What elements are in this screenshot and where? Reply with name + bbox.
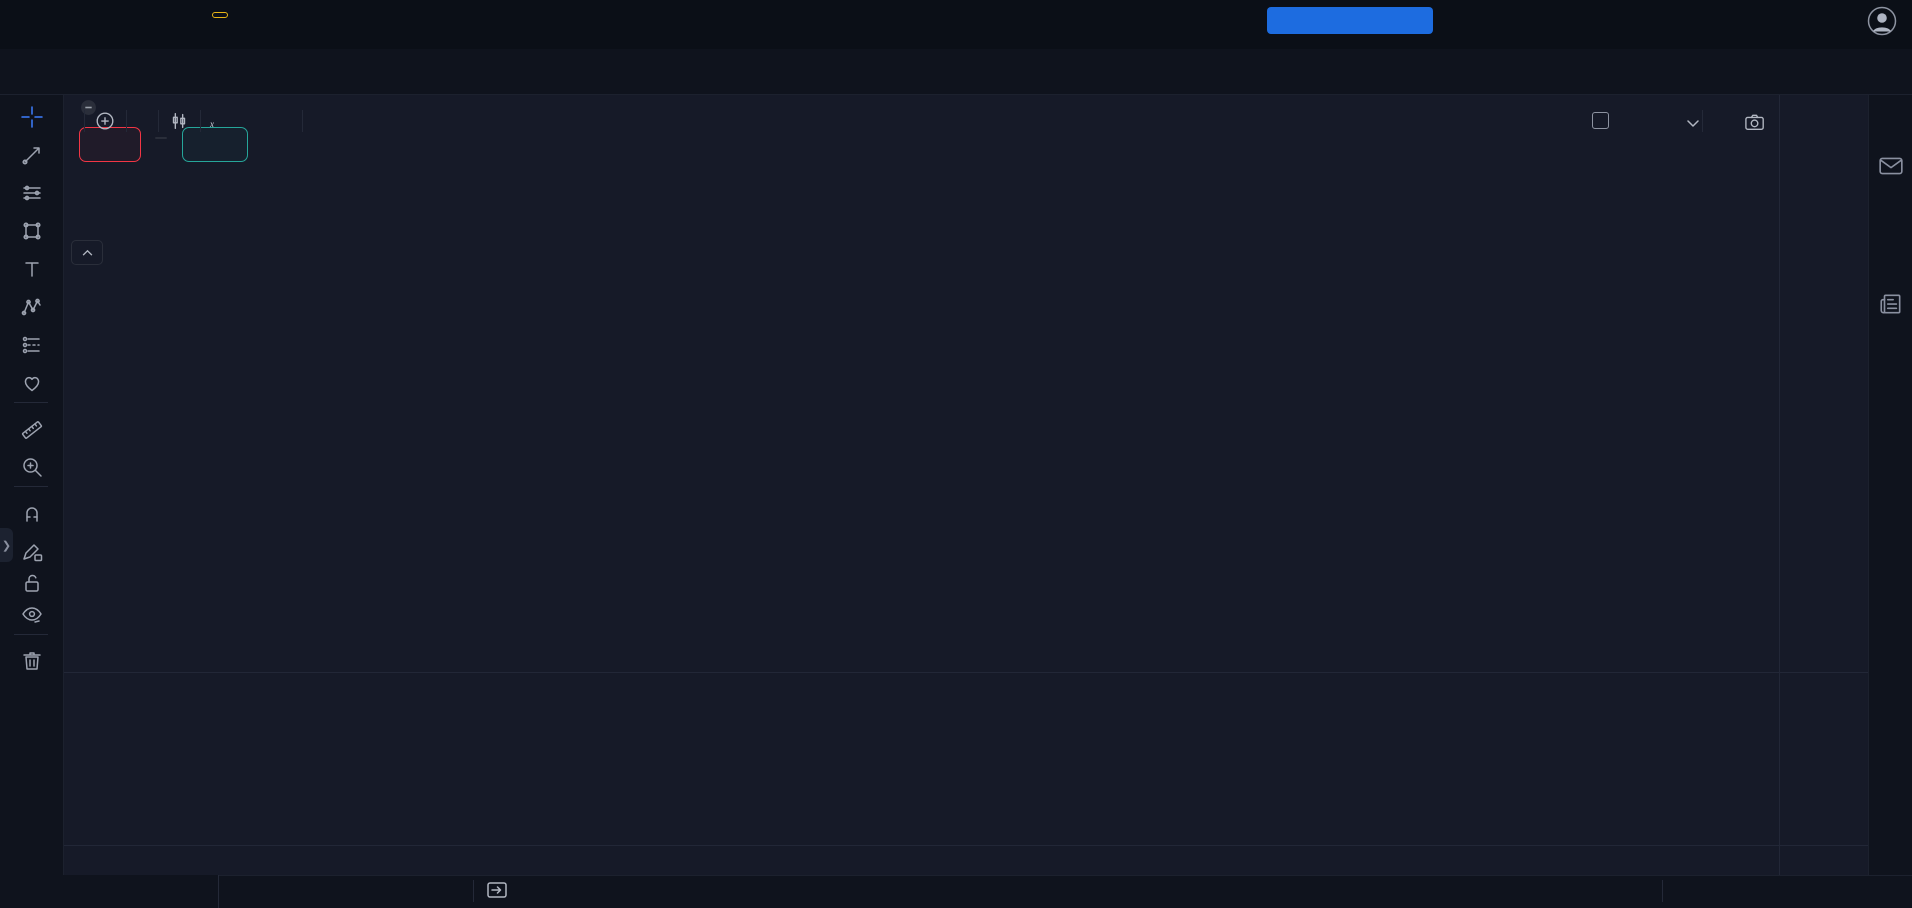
drawing-tools-rail xyxy=(0,94,64,875)
hide-drawings-eye-tool[interactable] xyxy=(13,598,51,632)
fib-retracement-tool[interactable] xyxy=(13,176,51,210)
legend-collapse-button[interactable] xyxy=(71,240,103,265)
measure-ruler-tool[interactable] xyxy=(13,412,51,446)
chart-canvas-background xyxy=(63,94,1868,875)
time-axis[interactable] xyxy=(63,846,1779,875)
rail-divider xyxy=(14,634,48,635)
spread-value xyxy=(155,137,167,139)
toolbar-divider xyxy=(158,110,159,132)
camera-snapshot-icon[interactable] xyxy=(1742,109,1768,135)
emoji-heart-tool[interactable] xyxy=(13,366,51,400)
app-header xyxy=(0,0,1912,50)
remove-drawings-trash-tool[interactable] xyxy=(13,644,51,678)
toolbar-divider xyxy=(302,110,303,132)
spread-indicator xyxy=(144,126,178,144)
shapes-rectangle-tool[interactable] xyxy=(13,214,51,248)
magnet-tool[interactable] xyxy=(13,496,51,530)
price-axis[interactable] xyxy=(1780,94,1868,845)
toolbar-divider xyxy=(200,110,201,132)
rail-divider xyxy=(14,486,48,487)
xabcd-pattern-tool[interactable] xyxy=(13,290,51,324)
powered-by xyxy=(0,875,219,908)
right-rail xyxy=(1868,49,1912,875)
price-axis-border xyxy=(1779,94,1780,875)
demo-badge xyxy=(212,12,228,18)
news-icon[interactable] xyxy=(1878,291,1904,317)
zoom-in-tool[interactable] xyxy=(13,450,51,484)
switch-to-live-button[interactable] xyxy=(1267,7,1433,34)
forecast-tool[interactable] xyxy=(13,328,51,362)
text-tool[interactable] xyxy=(13,252,51,286)
chart-type-candles-icon[interactable] xyxy=(166,108,192,134)
sell-price-button[interactable] xyxy=(79,127,141,162)
toolbar-divider xyxy=(84,110,85,132)
buy-price-button[interactable] xyxy=(182,127,248,162)
go-to-date-icon[interactable] xyxy=(487,882,507,903)
save-checkbox[interactable] xyxy=(1592,112,1609,129)
mail-icon[interactable] xyxy=(1878,153,1904,179)
chart-toolbar: x xyxy=(0,49,1912,132)
chevron-down-icon[interactable] xyxy=(1680,111,1706,137)
lock-drawings-tool[interactable] xyxy=(13,566,51,600)
bottom-bar xyxy=(0,875,1912,908)
user-avatar[interactable] xyxy=(1866,5,1898,42)
toolbar-divider xyxy=(1702,110,1703,132)
bottom-divider xyxy=(473,880,474,902)
time-axis-border xyxy=(63,845,1868,846)
rsi-pane-separator[interactable] xyxy=(63,672,1868,673)
toolbar-divider xyxy=(126,110,127,132)
bottom-divider xyxy=(1662,880,1663,902)
watchlist-expand-handle[interactable]: ❯ xyxy=(0,528,13,562)
crosshair-tool[interactable] xyxy=(13,100,51,134)
compare-add-icon[interactable] xyxy=(92,108,118,134)
rail-divider xyxy=(14,402,48,403)
drawing-mode-lock-tool[interactable] xyxy=(13,534,51,568)
trend-line-tool[interactable] xyxy=(13,138,51,172)
fx-icon[interactable]: x xyxy=(210,119,214,130)
